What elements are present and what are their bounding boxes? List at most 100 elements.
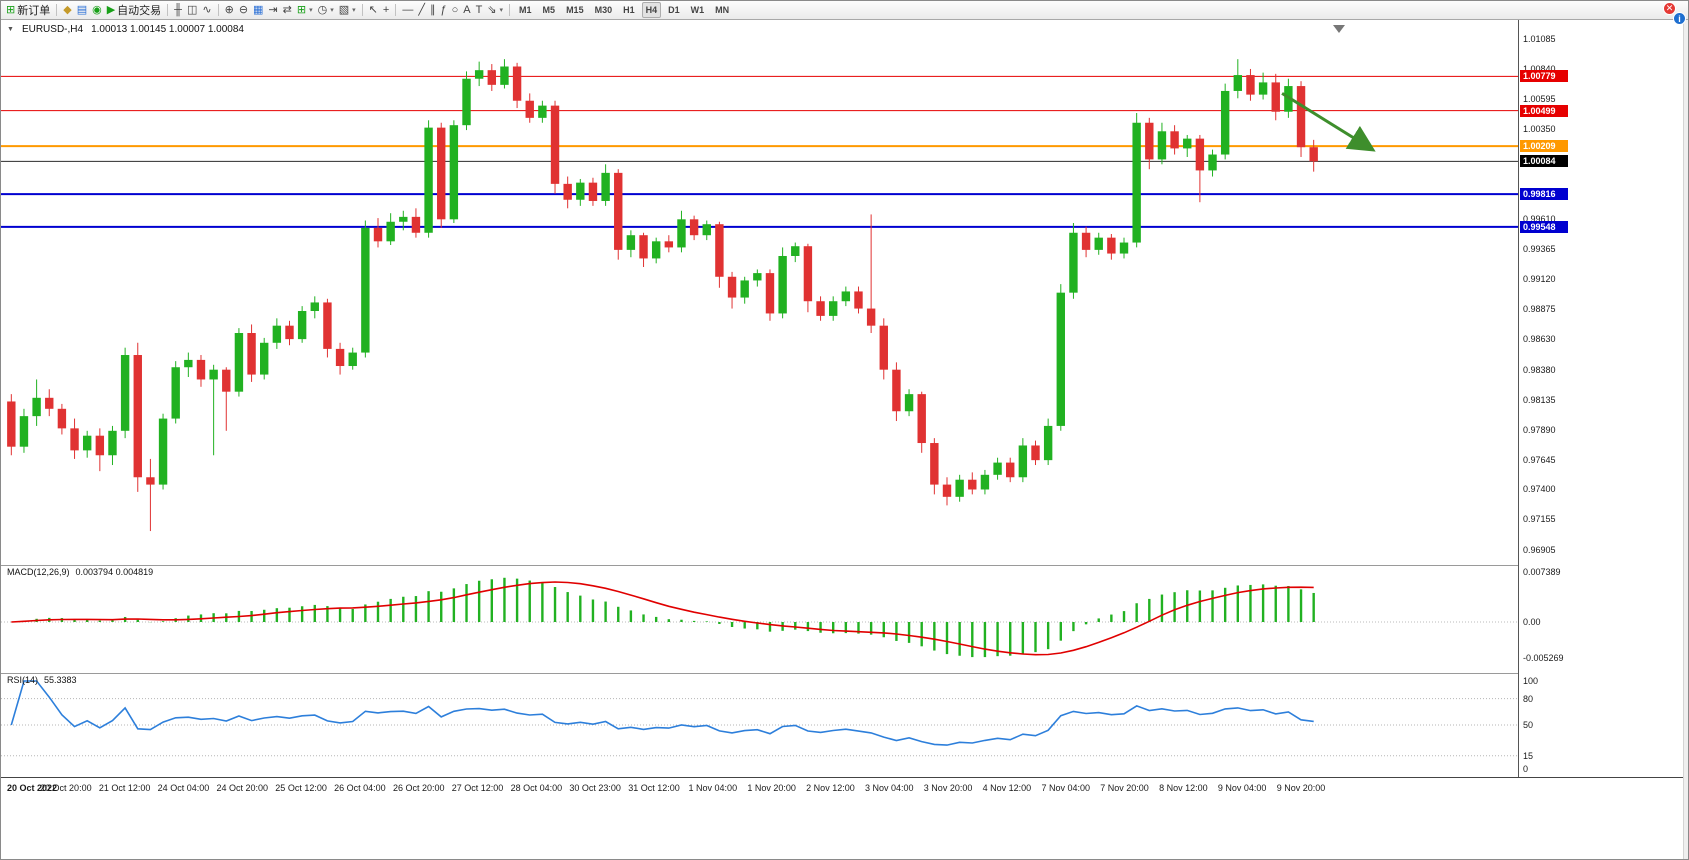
alerts-icon[interactable]: ▤ bbox=[75, 3, 89, 18]
label-icon[interactable]: T bbox=[474, 3, 485, 18]
rsi-canvas[interactable] bbox=[1, 673, 1518, 777]
notification-blue-icon[interactable]: i bbox=[1673, 12, 1686, 25]
price-tick: 0.99365 bbox=[1523, 244, 1556, 255]
auto-scroll-icon[interactable]: ⇥ bbox=[266, 3, 279, 18]
price-tick: 0.99120 bbox=[1523, 274, 1556, 285]
price-line-badge: 1.00499 bbox=[1520, 104, 1568, 117]
candlestick-chart-icon[interactable]: ◫ bbox=[185, 3, 199, 18]
candlestick-chart-icon-glyph-icon: ◫ bbox=[186, 4, 198, 16]
time-tick: 7 Nov 04:00 bbox=[1041, 783, 1090, 793]
bar-chart-icon[interactable]: ╫ bbox=[172, 3, 184, 18]
fibonacci-icon[interactable]: ƒ bbox=[438, 3, 448, 18]
price-tick: 0.97645 bbox=[1523, 454, 1556, 465]
timeframe-h1-button[interactable]: H1 bbox=[623, 5, 635, 15]
rsi-label: RSI(14) bbox=[7, 675, 39, 685]
time-axis[interactable]: 20 Oct 2022 20 Oct 20:00 21 Oct 12:00 24 Oc… bbox=[1, 777, 1688, 800]
timeframe-m30-button[interactable]: M30 bbox=[594, 5, 613, 15]
time-tick: 20 Oct 2022 bbox=[7, 783, 58, 793]
time-tick: 4 Nov 12:00 bbox=[982, 783, 1032, 793]
rsi-axis-tick: 15 bbox=[1523, 750, 1534, 761]
rsi-axis-tick: 100 bbox=[1523, 676, 1539, 686]
price-tick: 0.98135 bbox=[1523, 394, 1556, 405]
price-tick: 0.96905 bbox=[1523, 545, 1556, 555]
timeframe-m15-button[interactable]: M15 bbox=[566, 5, 584, 15]
macd-histogram bbox=[22, 577, 1315, 658]
time-tick: 1 Nov 04:00 bbox=[688, 783, 738, 793]
macd-values: 0.003794 0.004819 bbox=[75, 567, 154, 577]
zoom-out-icon[interactable]: ⊖ bbox=[237, 3, 250, 18]
main-chart-panel[interactable]: ▼ EURUSD-,H4 1.00013 1.00145 1.00007 1.0… bbox=[1, 20, 1518, 565]
periods-icon[interactable]: ◷ ▾ bbox=[316, 3, 336, 18]
chart-shift-marker[interactable] bbox=[1333, 25, 1345, 33]
timeframe-m1-button[interactable]: M1 bbox=[519, 5, 532, 15]
tile-windows-icon-glyph-icon: ▦ bbox=[253, 4, 264, 16]
autotrading-button[interactable]: ▶ 自动交易 bbox=[105, 3, 163, 18]
price-tick: 0.97400 bbox=[1523, 484, 1556, 495]
macd-panel[interactable]: MACD(12,26,9) 0.003794 0.004819 bbox=[1, 565, 1518, 673]
rsi-panel[interactable]: RSI(14) 55.3383 bbox=[1, 673, 1518, 777]
time-tick: 21 Oct 12:00 bbox=[98, 783, 151, 793]
shapes-icon[interactable]: ○ bbox=[450, 3, 461, 18]
arrows-icon[interactable]: ⇘ ▾ bbox=[485, 3, 505, 18]
timeframe-mn-button[interactable]: MN bbox=[715, 5, 730, 15]
collapse-triangle-icon[interactable]: ▼ bbox=[7, 26, 14, 33]
cursor-icon[interactable]: ↖ bbox=[367, 3, 380, 18]
macd-axis-tick: 0.007389 bbox=[1523, 567, 1561, 577]
price-tick: 0.98630 bbox=[1523, 334, 1556, 345]
right-scrollbar[interactable] bbox=[1683, 20, 1688, 859]
indicators-icon[interactable]: ⊞ ▾ bbox=[295, 3, 315, 18]
price-axis[interactable]: 1.01085 1.00840 1.00595 1.00350 0.99610 0.993… bbox=[1518, 20, 1685, 777]
horizontal-lines[interactable] bbox=[1, 75, 1518, 228]
candles bbox=[7, 59, 1318, 532]
macd-canvas[interactable] bbox=[1, 565, 1518, 673]
toolbar-separator bbox=[56, 4, 58, 16]
rsi-line bbox=[10, 680, 1314, 746]
time-tick: 9 Nov 04:00 bbox=[1217, 783, 1267, 793]
price-line-badge: 1.00209 bbox=[1520, 140, 1568, 153]
rsi-axis-tick: 50 bbox=[1523, 720, 1534, 730]
line-chart-icon-glyph-icon: ∿ bbox=[202, 4, 212, 16]
text-icon[interactable]: A bbox=[461, 3, 472, 18]
time-tick: 31 Oct 12:00 bbox=[628, 783, 680, 793]
trendline-icon[interactable]: ╱ bbox=[416, 3, 427, 18]
zoom-in-icon[interactable]: ⊕ bbox=[223, 3, 236, 18]
time-tick: 2 Nov 12:00 bbox=[806, 783, 855, 793]
time-tick: 3 Nov 04:00 bbox=[864, 783, 914, 793]
panel-separator[interactable] bbox=[1, 565, 1688, 566]
indicators-icon-glyph-icon: ⊞ bbox=[296, 4, 307, 16]
chart-symbol-label: EURUSD-,H4 bbox=[21, 24, 84, 35]
label-icon-glyph-icon: T bbox=[475, 4, 483, 16]
alerts-icon-glyph-icon: ▤ bbox=[76, 4, 88, 16]
timeframe-m5-button[interactable]: M5 bbox=[542, 5, 556, 15]
line-chart-icon[interactable]: ∿ bbox=[200, 3, 213, 18]
price-tick: 0.98875 bbox=[1523, 304, 1556, 315]
rsi-axis-tick: 0 bbox=[1523, 764, 1529, 774]
panel-separator[interactable] bbox=[1, 673, 1688, 674]
arrows-icon-glyph-icon: ⇘ bbox=[487, 4, 497, 16]
autotrading-button-label: 自动交易 bbox=[117, 5, 162, 17]
crosshair-icon[interactable]: + bbox=[381, 3, 391, 18]
timeframe-d1-button[interactable]: D1 bbox=[668, 5, 680, 15]
sounds-icon[interactable]: ◉ bbox=[90, 3, 104, 18]
templates-icon[interactable]: ▧ ▾ bbox=[337, 3, 358, 18]
rsi-header: RSI(14) 55.3383 bbox=[7, 675, 77, 685]
time-tick: 25 Oct 12:00 bbox=[275, 783, 327, 793]
styles-icon[interactable]: ◆ bbox=[61, 3, 73, 18]
main-chart-canvas[interactable] bbox=[1, 20, 1518, 565]
price-tick: 1.00595 bbox=[1523, 93, 1556, 104]
horizontal-line-icon[interactable]: — bbox=[400, 3, 415, 18]
channel-icon[interactable]: ∥ bbox=[428, 3, 438, 18]
tile-windows-icon[interactable]: ▦ bbox=[251, 3, 265, 18]
price-tick: 1.00350 bbox=[1523, 123, 1556, 134]
timeframe-h4-button[interactable]: H4 bbox=[641, 2, 662, 18]
price-tick: 1.00840 bbox=[1523, 63, 1556, 74]
price-tick: 0.97890 bbox=[1523, 424, 1556, 435]
price-tick: 1.01085 bbox=[1523, 34, 1556, 44]
macd-axis-tick: 0.00 bbox=[1523, 617, 1541, 627]
trend-arrow-annotation[interactable] bbox=[1281, 92, 1376, 152]
timeframe-w1-button[interactable]: W1 bbox=[690, 5, 705, 15]
new-order-button[interactable]: ⊞ 新订单 bbox=[4, 3, 52, 18]
chart-shift-icon[interactable]: ⇄ bbox=[281, 3, 294, 18]
notification-red-icon[interactable]: ✕ bbox=[1663, 2, 1676, 15]
